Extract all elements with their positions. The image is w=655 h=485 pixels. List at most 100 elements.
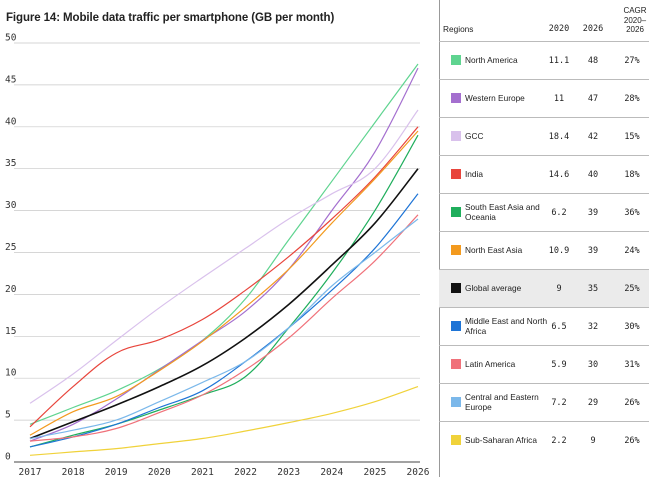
grid-lines <box>14 42 420 463</box>
y-tick-label: 5 <box>5 410 11 421</box>
region-name: India <box>465 169 483 179</box>
series-line-sub-saharan-africa <box>29 386 419 456</box>
legend-swatch <box>451 131 461 141</box>
header-regions: Regions <box>443 24 474 34</box>
value-cagr: 15% <box>624 132 640 142</box>
y-tick-label: 35 <box>5 158 16 169</box>
y-axis-ticks: 0 5 10 15 20 25 30 35 40 45 50 <box>5 33 17 463</box>
legend-swatch <box>451 207 461 217</box>
value-2026: 35 <box>587 284 599 294</box>
series-line-india <box>29 126 419 428</box>
value-cagr: 36% <box>624 208 640 218</box>
value-cagr: 30% <box>624 322 640 332</box>
region-name: Central and Eastern Europe <box>465 392 539 412</box>
chart-title: Figure 14: Mobile data traffic per smart… <box>6 12 335 24</box>
y-tick-label: 30 <box>5 200 17 211</box>
series-lines <box>29 63 419 456</box>
data-table: Regions 2020 2026 CAGR 2020–2026 North A… <box>439 0 649 485</box>
table-divider <box>439 0 440 477</box>
y-tick-label: 45 <box>5 74 16 85</box>
value-2026: 39 <box>587 246 599 256</box>
series-line-global-average <box>29 168 419 440</box>
x-tick-label: 2019 <box>105 467 128 478</box>
x-tick-label: 2020 <box>148 467 171 478</box>
table-row: GCC 18.4 42 15% <box>439 117 649 155</box>
y-tick-label: 10 <box>5 368 17 379</box>
series-line-latin-america <box>29 214 419 442</box>
value-2020: 11.1 <box>548 56 570 66</box>
table-row: Western Europe 11 47 28% <box>439 79 649 117</box>
x-tick-label: 2018 <box>62 467 85 478</box>
x-tick-label: 2024 <box>320 467 343 478</box>
series-line-north-east-asia <box>29 130 419 436</box>
table-row: Global average 9 35 25% <box>439 269 649 307</box>
table-row: Central and Eastern Europe 7.2 29 26% <box>439 383 649 421</box>
value-2020: 11 <box>553 94 565 104</box>
y-tick-label: 15 <box>5 326 16 337</box>
value-cagr: 26% <box>624 436 640 446</box>
series-line-gcc <box>29 109 419 404</box>
legend-swatch <box>451 55 461 65</box>
table-row: Latin America 5.9 30 31% <box>439 345 649 383</box>
legend-swatch <box>451 93 461 103</box>
x-tick-label: 2025 <box>363 467 386 478</box>
y-tick-label: 25 <box>5 242 16 253</box>
x-tick-label: 2021 <box>191 467 214 478</box>
value-2020: 5.9 <box>551 360 567 370</box>
series-line-western-europe <box>29 67 419 442</box>
region-name: Middle East and North Africa <box>465 316 548 336</box>
region-name: Sub-Saharan Africa <box>465 435 537 445</box>
legend-swatch <box>451 169 461 179</box>
value-cagr: 31% <box>624 360 640 370</box>
table-row: South East Asia and Oceania 6.2 39 36% <box>439 193 649 231</box>
value-2026: 9 <box>590 436 596 446</box>
value-2020: 7.2 <box>551 398 567 408</box>
value-2026: 29 <box>587 398 599 408</box>
region-name: GCC <box>465 131 484 141</box>
series-line-north-america <box>29 63 419 425</box>
header-2020: 2020 <box>548 24 570 34</box>
series-line-central-and-eastern-europe <box>29 218 419 440</box>
legend-swatch <box>451 283 461 293</box>
value-2020: 9 <box>556 284 562 294</box>
series-line-south-east-asia-and-oceania <box>29 134 419 448</box>
value-cagr: 18% <box>624 170 640 180</box>
x-tick-label: 2022 <box>234 467 257 478</box>
legend-swatch <box>451 245 461 255</box>
value-cagr: 24% <box>624 246 640 256</box>
header-2026: 2026 <box>582 24 604 34</box>
legend-swatch <box>451 397 461 407</box>
value-2020: 2.2 <box>551 436 567 446</box>
header-cagr: CAGR 2020–2026 <box>623 6 647 34</box>
value-2020: 6.5 <box>551 322 567 332</box>
region-name: Western Europe <box>465 93 525 103</box>
legend-swatch <box>451 321 461 331</box>
value-2026: 47 <box>587 94 599 104</box>
value-2020: 14.6 <box>548 170 570 180</box>
legend-swatch <box>451 435 461 445</box>
region-name: Latin America <box>465 359 516 369</box>
x-axis-ticks: 2017 2018 2019 2020 2021 2022 2023 2024 2025 2026 <box>19 467 430 478</box>
series-line-middle-east-and-north-africa <box>29 193 419 448</box>
value-2026: 42 <box>587 132 599 142</box>
x-tick-label: 2017 <box>19 467 42 478</box>
y-tick-label: 20 <box>5 284 17 295</box>
region-name: North East Asia <box>465 245 523 255</box>
value-cagr: 25% <box>624 284 640 294</box>
value-2026: 30 <box>587 360 599 370</box>
region-name: North America <box>465 55 518 65</box>
value-2026: 32 <box>587 322 599 332</box>
table-row: Sub-Saharan Africa 2.2 9 26% <box>439 421 649 459</box>
value-2026: 48 <box>587 56 599 66</box>
region-name: Global average <box>465 283 522 293</box>
value-2026: 40 <box>587 170 599 180</box>
value-2020: 10.9 <box>548 246 570 256</box>
table-row: North East Asia 10.9 39 24% <box>439 231 649 269</box>
table-row: North America 11.1 48 27% <box>439 41 649 79</box>
x-tick-label: 2023 <box>277 467 300 478</box>
legend-swatch <box>451 359 461 369</box>
value-2020: 6.2 <box>551 208 567 218</box>
value-cagr: 28% <box>624 94 640 104</box>
y-tick-label: 50 <box>5 33 17 44</box>
